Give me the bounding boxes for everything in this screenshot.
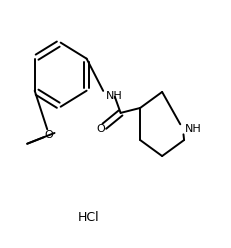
Text: HCl: HCl	[77, 211, 99, 224]
Text: O: O	[96, 124, 105, 134]
Text: O: O	[45, 130, 53, 140]
Text: NH: NH	[184, 124, 201, 134]
Text: NH: NH	[105, 91, 122, 101]
